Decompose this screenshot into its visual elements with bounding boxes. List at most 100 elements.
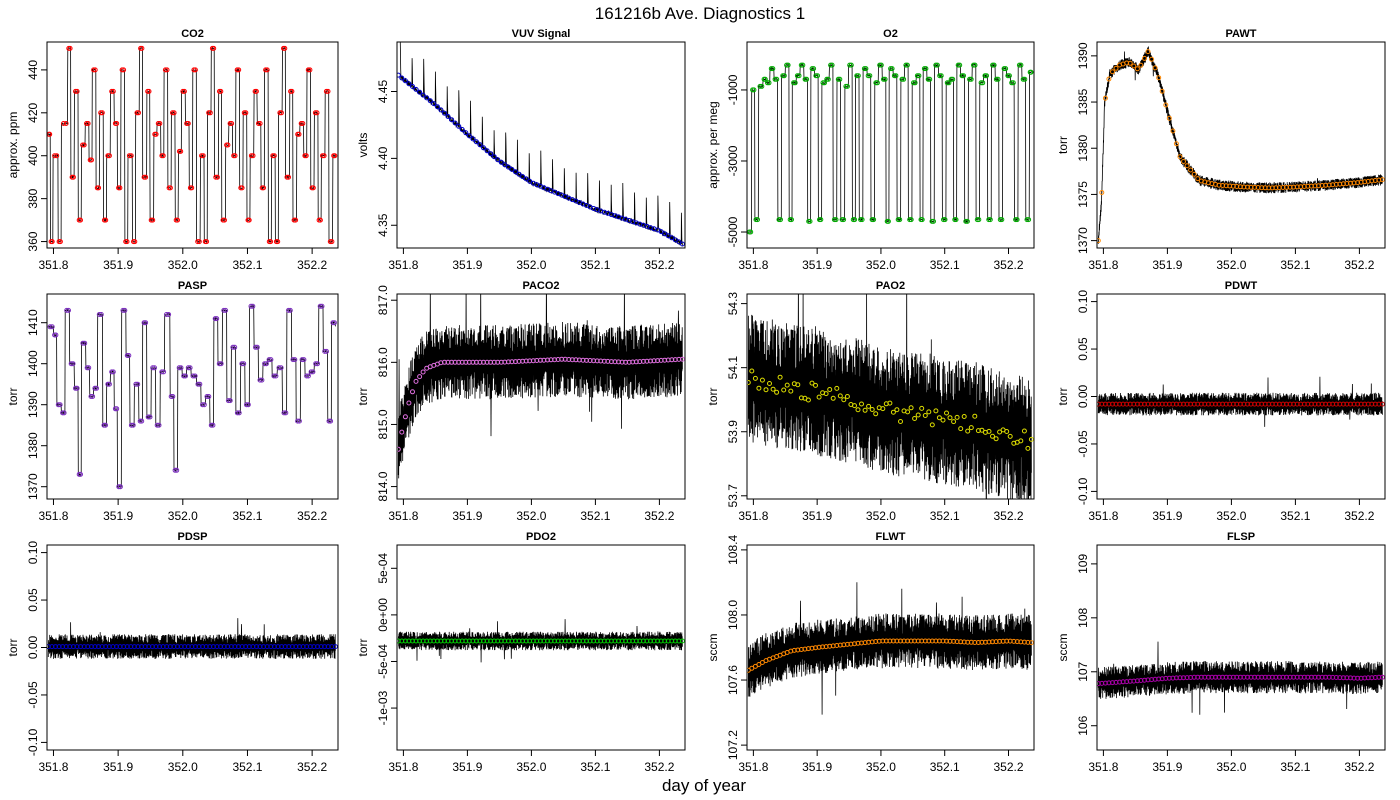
data-point [189,185,195,191]
data-point [887,400,893,406]
data-point [301,357,307,363]
data-point [894,407,900,413]
data-point [830,395,836,401]
data-point [210,422,216,428]
panel-title: PDSP [178,531,208,543]
data-point [669,235,675,241]
panel-title: PAWT [1226,28,1257,40]
data-point [68,361,74,367]
data-point [254,344,260,350]
plot-frame [746,41,1035,249]
data-point [66,307,71,313]
data-point [434,104,440,110]
data-point [54,153,60,159]
data-point [859,401,864,407]
y-tick-label: 420 [26,102,40,122]
y-tick-label: 815.0 [376,409,390,439]
data-point [82,340,88,346]
x-tick-label: 352.2 [1344,509,1374,523]
data-point [332,153,338,159]
data-point [278,365,284,371]
y-tick-label: 1400 [26,350,40,377]
x-tick-label: 352.1 [930,258,960,272]
y-tick-label: 1385 [1076,88,1090,115]
data-point [1184,163,1190,169]
data-point [286,307,291,313]
x-tick-label: 351.9 [802,760,832,774]
data-point [402,78,408,84]
data-point [815,73,820,79]
data-point [825,76,831,82]
plot-frame [746,544,1035,751]
data-point [157,121,163,126]
y-tick-label: 400 [26,145,40,165]
data-point [986,428,992,434]
data-point [130,422,136,428]
data-point [784,382,790,388]
data-point [834,385,840,391]
data-point [287,307,293,313]
x-tick-label: 352.0 [168,258,198,272]
data-point [296,418,302,424]
data-point [185,365,191,371]
x-tick-label: 351.9 [103,760,133,774]
data-point [214,316,220,322]
data-point [243,110,249,116]
y-tick-label: 1390 [26,391,40,418]
data-point [99,110,105,116]
y-tick-label: 53.7 [726,484,740,508]
data-point [774,76,780,82]
x-tick-label: 352.0 [1216,509,1246,523]
data-point [1142,55,1147,61]
data-point [128,422,134,428]
panel-pawt: PAWT torr 351.8 351.9 352.0 352.1 352.2 1370 137… [1056,28,1386,272]
panel-title: PACO2 [522,280,559,292]
data-point [90,394,96,399]
y-axis-label: torr [356,638,370,656]
data-point [804,76,810,82]
y-axis-label: torr [356,387,370,405]
data-point [61,121,66,126]
data-point [1018,62,1024,68]
x-tick-label: 351.8 [1088,509,1118,523]
data-point [86,365,92,371]
y-axis-label: torr [706,387,720,405]
data-point [968,76,974,82]
x-tick-label: 351.8 [738,760,768,774]
x-tick-label: 351.8 [38,509,68,523]
y-tick-label: 0.05 [1076,337,1090,361]
y-tick-label: 108 [1076,607,1090,627]
data-point [106,153,112,159]
data-point [1177,154,1183,160]
data-point [997,429,1003,435]
data-point [1021,428,1027,434]
data-point [1006,73,1012,79]
data-point [399,429,405,435]
data-point [1025,445,1031,451]
data-point [837,393,843,399]
x-tick-label: 351.9 [802,509,832,523]
data-point [300,121,306,126]
data-point [1022,76,1028,82]
data-point [181,373,187,379]
y-tick-label: 4.35 [376,213,390,237]
data-point [229,121,235,126]
data-point [178,148,184,154]
plot-area [397,42,685,247]
x-tick-label: 352.0 [516,760,546,774]
x-tick-label: 352.2 [644,509,674,523]
data-point [916,73,922,79]
plot-frame [746,293,1035,500]
data-point [770,66,776,72]
y-tick-label: 1410 [26,309,40,336]
data-point [70,361,76,367]
y-axis-label: approx. ppm [6,112,20,179]
data-point [502,162,508,168]
data-point [922,413,928,418]
data-point [438,107,444,113]
data-point [807,218,813,224]
data-point [1020,76,1026,82]
data-point [915,412,921,418]
plot-frame [46,293,339,500]
data-point [162,67,168,73]
